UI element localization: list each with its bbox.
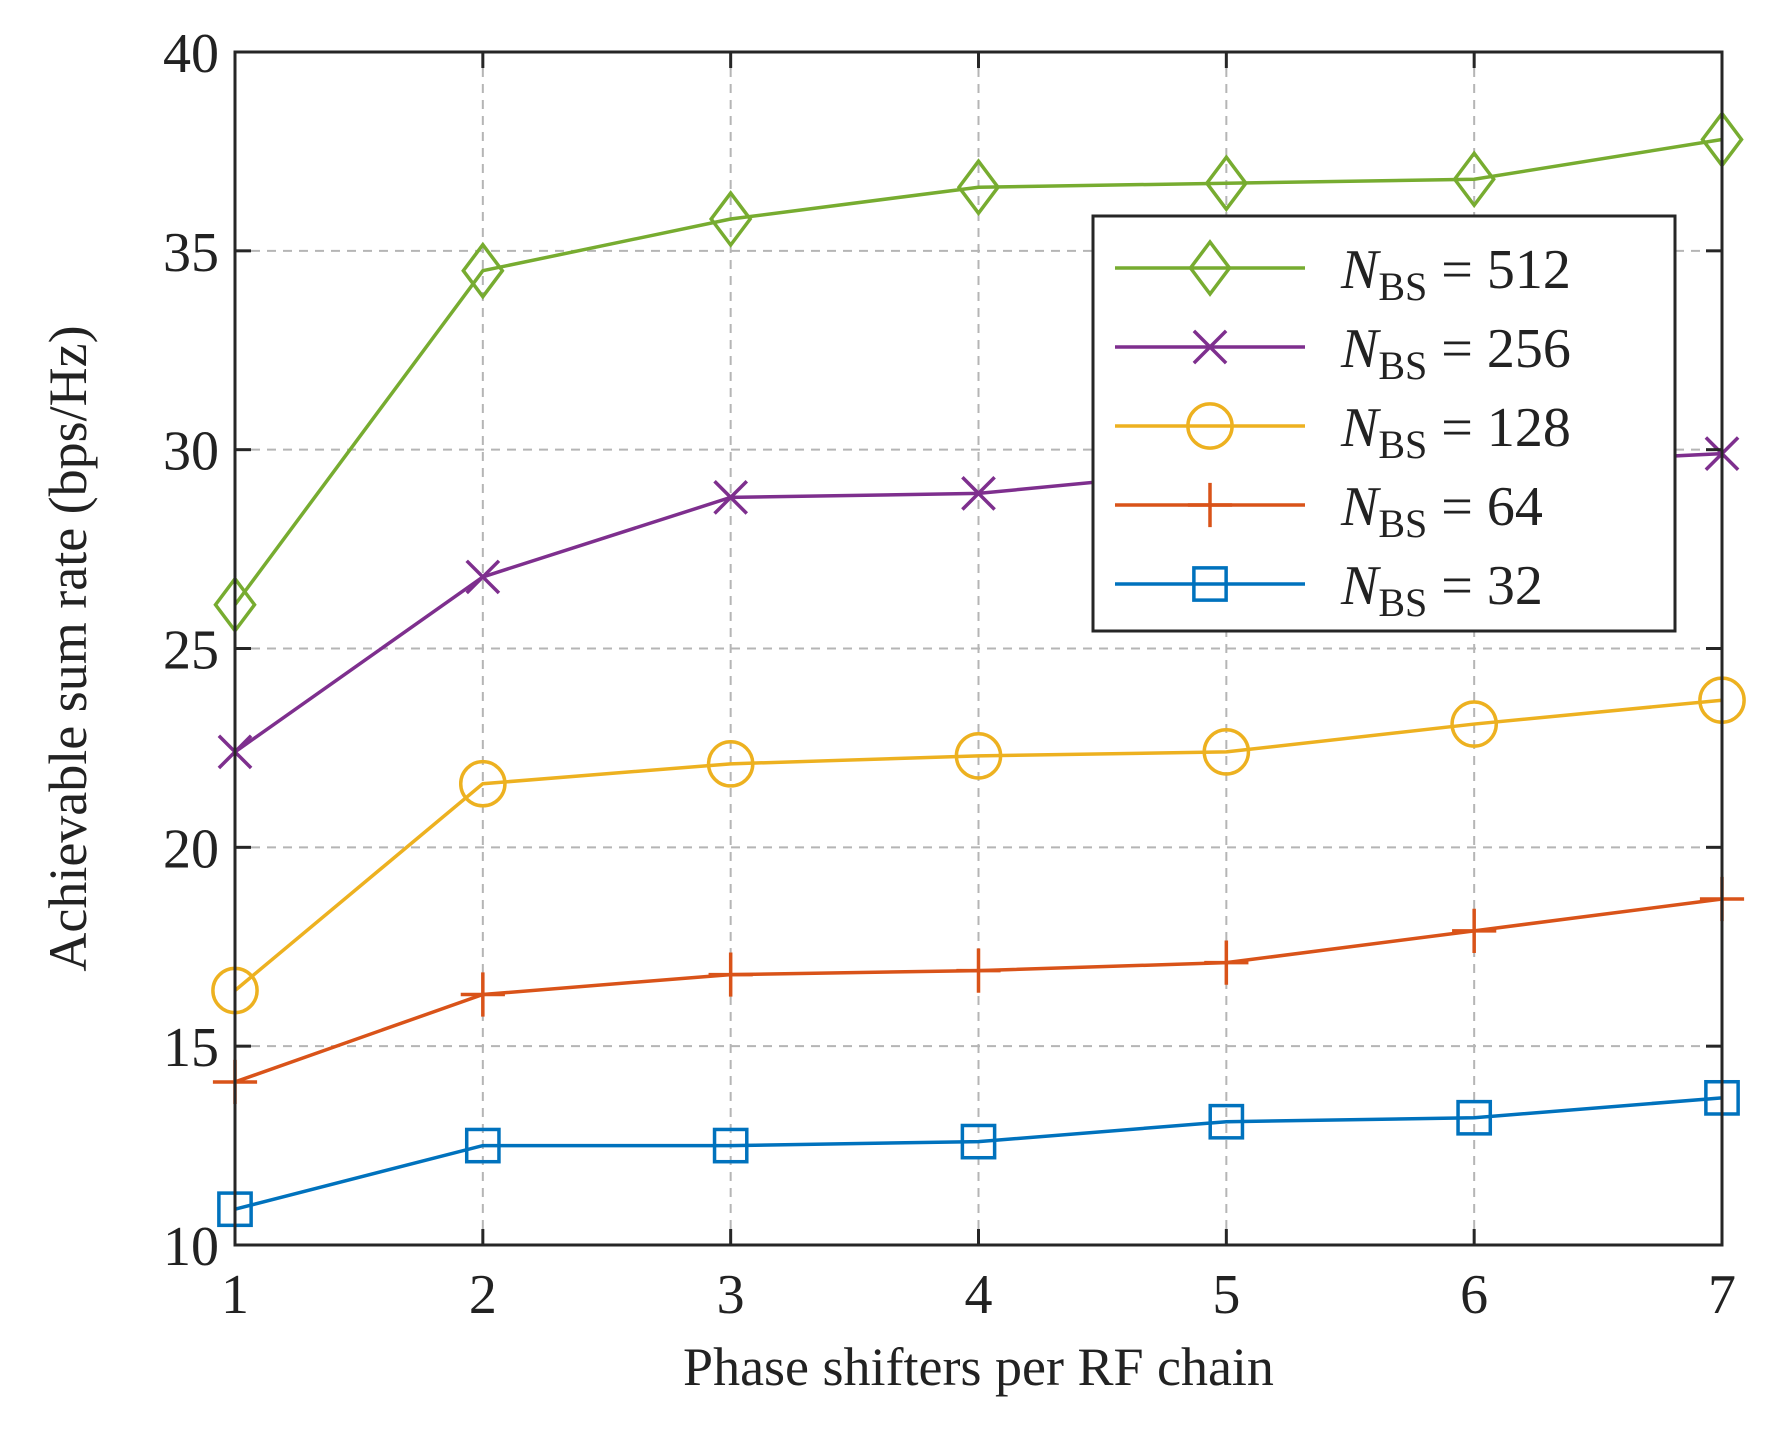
legend-label-subscript: BS: [1378, 501, 1427, 546]
data-point-x: [465, 559, 501, 595]
legend-label-value: = 32: [1427, 555, 1543, 617]
series-line: [233, 698, 1723, 992]
y-axis-label: Achievable sum rate (bps/Hz): [38, 325, 98, 971]
legend-label-main: N: [1340, 397, 1381, 459]
legend-label-value: = 512: [1427, 239, 1571, 301]
data-point-square: [712, 1127, 749, 1164]
x-tick-label: 6: [1460, 1264, 1488, 1326]
x-tick-label: 7: [1708, 1264, 1736, 1326]
legend-item: NBS = 128: [1115, 397, 1571, 467]
legend-label-subscript: BS: [1378, 343, 1427, 388]
data-point-plus: [956, 948, 1001, 993]
data-point-square: [1192, 566, 1228, 602]
data-point-plus: [1204, 940, 1249, 985]
legend-label-subscript: BS: [1378, 422, 1427, 467]
legend-label-value: = 128: [1427, 397, 1571, 459]
data-point-circle: [458, 759, 507, 808]
legend-label-value: = 64: [1427, 476, 1543, 538]
series-lines: [211, 110, 1746, 1228]
data-point-diamond: [1188, 239, 1232, 297]
x-tick-label: 1: [221, 1264, 249, 1326]
legend-label-subscript: BS: [1378, 264, 1427, 309]
data-point-x: [961, 476, 996, 511]
legend-label-main: N: [1340, 555, 1381, 617]
legend-item: NBS = 32: [1115, 555, 1543, 625]
legend-label-main: N: [1340, 476, 1381, 538]
data-point-x: [1192, 329, 1228, 365]
data-point-diamond: [1204, 154, 1249, 213]
data-point-plus: [1452, 908, 1497, 953]
legend-label: NBS = 128: [1340, 397, 1571, 467]
series-circle: [211, 676, 1746, 1015]
data-point-circle: [954, 732, 1003, 780]
legend-label-main: N: [1340, 239, 1381, 301]
legend-item: NBS = 64: [1115, 476, 1543, 546]
series-square: [217, 1079, 1740, 1228]
x-axis-label: Phase shifters per RF chain: [683, 1337, 1274, 1397]
data-point-circle: [1186, 402, 1234, 450]
data-point-square: [1456, 1099, 1493, 1136]
data-point-x: [713, 480, 749, 515]
x-tick-label: 3: [717, 1264, 745, 1326]
y-tick-label: 35: [163, 222, 219, 284]
y-tick-label: 10: [163, 1216, 219, 1278]
data-point-circle: [1202, 728, 1251, 776]
data-point-diamond: [1452, 150, 1496, 209]
x-tick-label: 5: [1212, 1264, 1240, 1326]
legend-label: NBS = 32: [1340, 555, 1543, 625]
legend-label: NBS = 64: [1340, 476, 1543, 546]
legend-label-value: = 256: [1427, 318, 1571, 380]
axis-ticks: 1 2 3 4 5 6 7 10 15 20 25 30 35 40: [163, 23, 1736, 1326]
series-line: [233, 137, 1723, 606]
data-point-diamond: [956, 158, 1001, 217]
legend-label-main: N: [1340, 318, 1381, 380]
legend-label-subscript: BS: [1378, 580, 1427, 625]
legend-label: NBS = 256: [1340, 318, 1571, 388]
legend-box: [1091, 214, 1677, 633]
data-point-square: [960, 1123, 997, 1160]
y-tick-label: 20: [163, 818, 219, 880]
data-point-diamond: [461, 241, 505, 300]
data-point-plus: [460, 972, 505, 1017]
y-tick-label: 15: [163, 1017, 219, 1079]
y-tick-label: 25: [163, 620, 219, 682]
data-point-circle: [1450, 700, 1499, 748]
x-tick-label: 4: [965, 1264, 993, 1326]
data-point-circle: [706, 739, 755, 788]
data-point-plus: [708, 952, 753, 997]
y-tick-label: 30: [163, 421, 219, 483]
legend-label: NBS = 512: [1340, 239, 1571, 309]
data-point-square: [464, 1127, 501, 1164]
legend-item: NBS = 512: [1115, 239, 1571, 309]
data-point-diamond: [708, 190, 753, 248]
x-tick-label: 2: [469, 1264, 497, 1326]
data-point-square: [1208, 1103, 1245, 1140]
legend-item: NBS = 256: [1115, 318, 1571, 388]
data-point-plus: [1187, 482, 1233, 528]
series-plus: [212, 876, 1745, 1105]
series-line: [234, 1096, 1723, 1211]
y-tick-label: 40: [163, 23, 219, 85]
